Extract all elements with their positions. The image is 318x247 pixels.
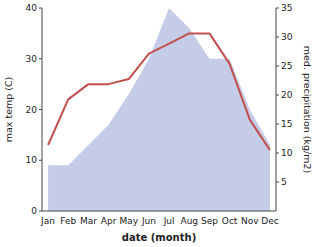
y2-tick bbox=[276, 37, 279, 38]
x-axis-line bbox=[42, 211, 276, 212]
y2-tick bbox=[276, 95, 279, 96]
y-tick-label: 20 bbox=[26, 105, 38, 115]
temperature-line bbox=[48, 33, 270, 150]
x-tick-label: Aug bbox=[180, 216, 198, 226]
marks bbox=[48, 8, 270, 211]
x-tick-label: Mar bbox=[80, 216, 97, 226]
x-tick-label: Feb bbox=[60, 216, 76, 226]
x-tick-label: Jan bbox=[40, 216, 55, 226]
y2-tick-label: 15 bbox=[281, 119, 292, 129]
y-tick bbox=[39, 211, 42, 212]
y-tick-label: 30 bbox=[26, 54, 38, 64]
y2-tick bbox=[276, 124, 279, 125]
y2-tick bbox=[276, 8, 279, 9]
y-tick bbox=[39, 109, 42, 110]
y-tick-label: 0 bbox=[31, 206, 37, 216]
x-tick-label: Apr bbox=[101, 216, 117, 226]
y2-tick bbox=[276, 66, 279, 67]
y2-axis-label: med. precipitation (kg/m2) bbox=[302, 46, 313, 173]
x-axis-label: date (month) bbox=[122, 232, 196, 243]
x-tick-label: Oct bbox=[222, 216, 238, 226]
y2-tick-label: 35 bbox=[281, 3, 292, 13]
precipitation-area bbox=[48, 8, 270, 211]
y2-tick bbox=[276, 182, 279, 183]
y-tick bbox=[39, 8, 42, 9]
y2-tick-label: 25 bbox=[281, 61, 292, 71]
y2-tick bbox=[276, 153, 279, 154]
y-tick bbox=[39, 160, 42, 161]
y-tick-label: 40 bbox=[26, 3, 38, 13]
chart: 0 10 20 30 40 5 10 15 20 25 30 35 Jan Feb Mar AprMayJun… bbox=[0, 0, 318, 247]
y2-tick-label: 30 bbox=[281, 32, 293, 42]
y-tick-label: 10 bbox=[26, 155, 38, 165]
x-tick-label: Jun bbox=[141, 216, 156, 226]
x-tick-label: Dec bbox=[261, 216, 278, 226]
y2-axis-line bbox=[276, 8, 277, 211]
x-tick-label: May bbox=[119, 216, 138, 226]
y-tick bbox=[39, 58, 42, 59]
y2-tick-label: 10 bbox=[281, 148, 293, 158]
y-axis-label: max temp (C) bbox=[3, 77, 14, 143]
axes: 0 10 20 30 40 5 10 15 20 25 30 35 Jan Feb Mar AprMayJun… bbox=[3, 3, 313, 243]
y2-tick-label: 5 bbox=[281, 177, 287, 187]
x-tick-label: Nov bbox=[241, 216, 259, 226]
x-tick-label: Jul bbox=[163, 216, 175, 226]
x-tick-label: Sep bbox=[201, 216, 218, 226]
y2-tick-label: 20 bbox=[281, 90, 293, 100]
